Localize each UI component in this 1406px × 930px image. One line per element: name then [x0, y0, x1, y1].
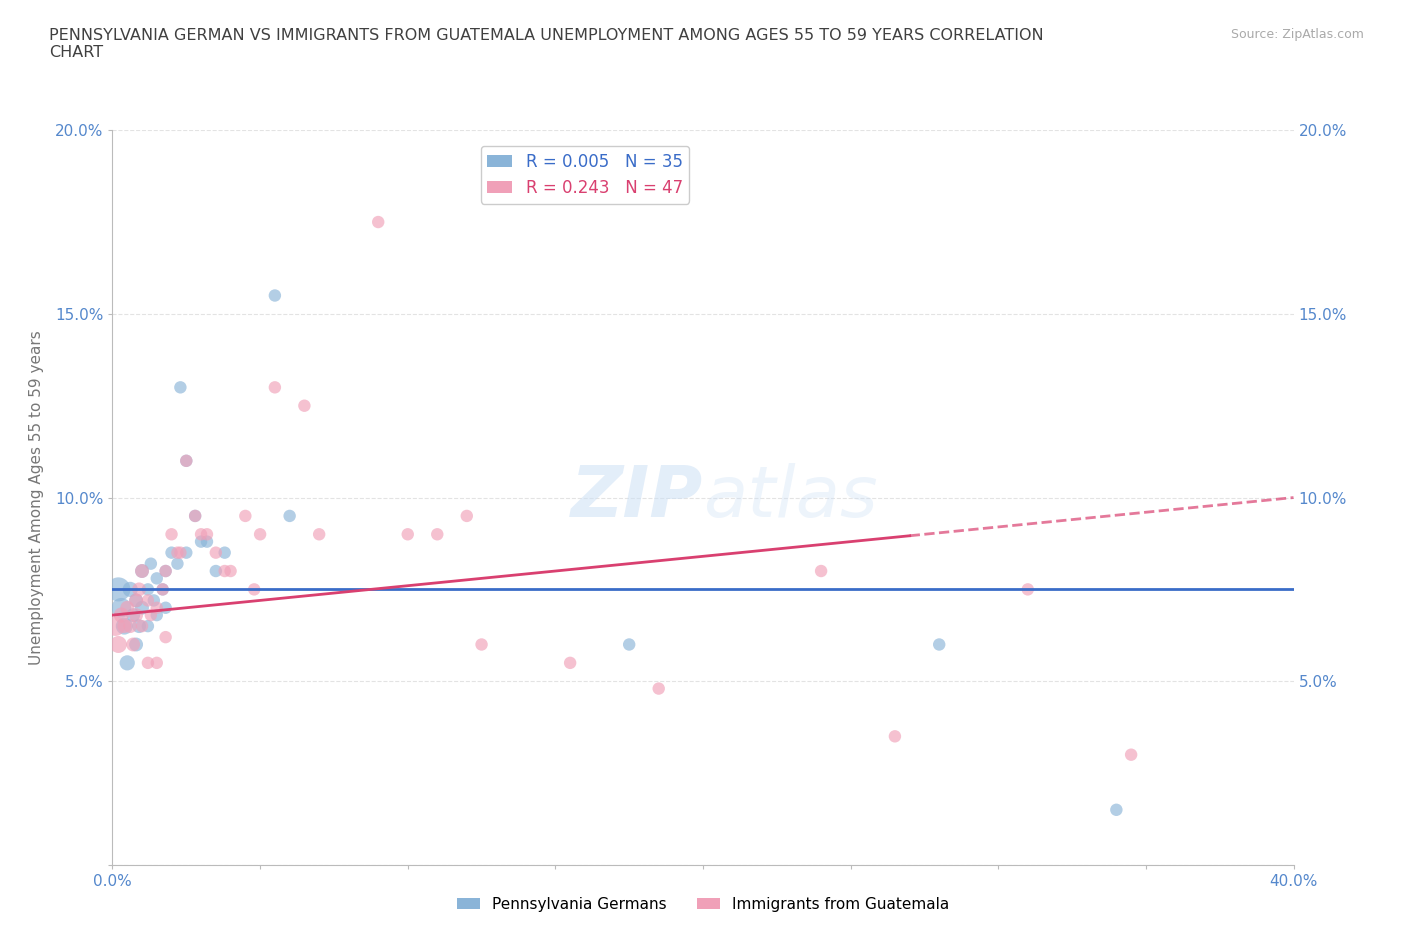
Point [190, 534, 212, 549]
Point [205, 545, 228, 560]
Point [174, 454, 197, 469]
Point [174, 545, 197, 560]
Point [152, 582, 174, 597]
Point [146, 601, 169, 616]
Point [139, 607, 162, 622]
Point [205, 564, 228, 578]
Point [184, 509, 207, 524]
Point [110, 601, 132, 616]
Point [264, 288, 287, 303]
Point [160, 545, 183, 560]
Point [166, 556, 188, 571]
Y-axis label: Unemployment Among Ages 55 to 59 years: Unemployment Among Ages 55 to 59 years [30, 330, 44, 665]
Point [292, 398, 315, 413]
Point [810, 564, 832, 578]
Point [104, 618, 127, 633]
Legend: Pennsylvania Germans, Immigrants from Guatemala: Pennsylvania Germans, Immigrants from Gu… [450, 891, 956, 918]
Point [142, 593, 165, 608]
Point [136, 618, 159, 633]
Text: ZIP: ZIP [571, 463, 703, 532]
Point [146, 656, 169, 671]
Point [117, 601, 138, 616]
Point [243, 582, 266, 597]
Text: PENNSYLVANIA GERMAN VS IMMIGRANTS FROM GUATEMALA UNEMPLOYMENT AMONG AGES 55 TO 5: PENNSYLVANIA GERMAN VS IMMIGRANTS FROM G… [49, 28, 1043, 60]
Point [136, 656, 159, 671]
Point [112, 618, 135, 633]
Text: Source: ZipAtlas.com: Source: ZipAtlas.com [1230, 28, 1364, 41]
Point [470, 637, 494, 652]
Point [647, 681, 671, 696]
Point [169, 380, 191, 395]
Point [195, 527, 218, 542]
Point [128, 582, 150, 597]
Point [396, 527, 419, 542]
Point [107, 637, 129, 652]
Point [136, 582, 159, 597]
Point [125, 637, 148, 652]
Point [125, 607, 148, 622]
Point [131, 601, 153, 616]
Point [146, 571, 169, 586]
Point [131, 564, 153, 578]
Point [426, 527, 449, 542]
Point [146, 607, 169, 622]
Point [184, 509, 207, 524]
Point [166, 545, 188, 560]
Point [155, 564, 177, 578]
Point [1119, 748, 1142, 763]
Point [117, 656, 138, 671]
Point [152, 582, 174, 597]
Point [136, 593, 159, 608]
Point [155, 601, 177, 616]
Point [112, 618, 135, 633]
Point [125, 593, 148, 608]
Point [155, 630, 177, 644]
Point [120, 618, 142, 633]
Point [122, 637, 145, 652]
Point [264, 380, 287, 395]
Point [456, 509, 478, 524]
Point [195, 534, 218, 549]
Point [120, 582, 142, 597]
Point [619, 637, 641, 652]
Point [1017, 582, 1039, 597]
Point [278, 509, 301, 524]
Point [125, 593, 148, 608]
Point [122, 607, 145, 622]
Point [928, 637, 950, 652]
Point [884, 729, 907, 744]
Point [233, 509, 256, 524]
Point [190, 527, 212, 542]
Point [558, 656, 582, 671]
Point [219, 564, 242, 578]
Point [249, 527, 271, 542]
Point [128, 618, 150, 633]
Point [1105, 803, 1128, 817]
Point [131, 564, 153, 578]
Point [139, 556, 162, 571]
Point [214, 564, 236, 578]
Point [107, 582, 129, 597]
Point [110, 607, 132, 622]
Point [367, 215, 389, 230]
Point [160, 527, 183, 542]
Point [155, 564, 177, 578]
Point [131, 618, 153, 633]
Point [308, 527, 330, 542]
Text: atlas: atlas [703, 463, 877, 532]
Legend: R = 0.005   N = 35, R = 0.243   N = 47: R = 0.005 N = 35, R = 0.243 N = 47 [481, 146, 689, 204]
Point [174, 454, 197, 469]
Point [214, 545, 236, 560]
Point [169, 545, 191, 560]
